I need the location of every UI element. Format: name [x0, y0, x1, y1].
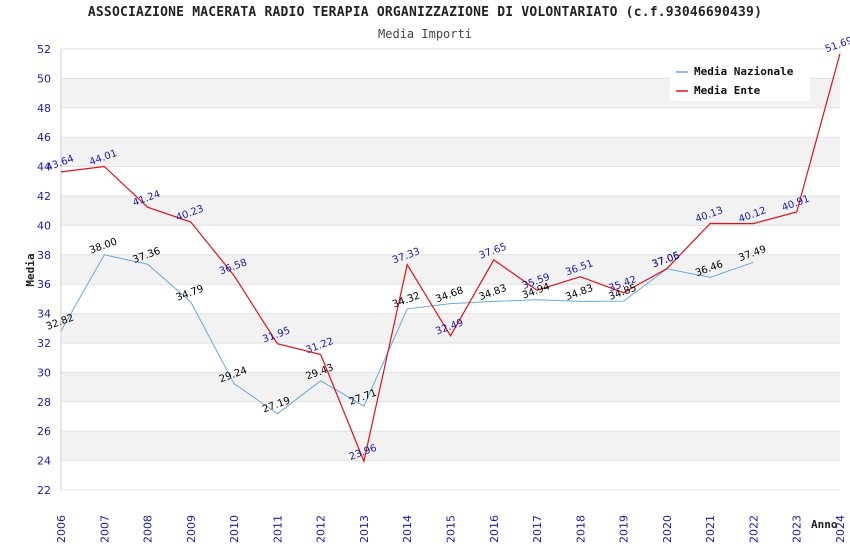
x-tick-label: 2007 [98, 515, 111, 543]
x-tick-label: 2022 [747, 515, 760, 543]
y-tick-label: 42 [37, 190, 51, 203]
series-lines [60, 53, 841, 464]
y-axis-label: Media [24, 253, 37, 286]
x-tick-label: 2019 [618, 515, 631, 543]
y-tick-label: 34 [37, 308, 51, 321]
chart-subtitle: Media Importi [378, 27, 472, 41]
y-tick-label: 22 [37, 484, 51, 497]
y-tick-label: 48 [37, 102, 51, 115]
x-tick-label: 2023 [791, 515, 804, 543]
x-tick-label: 2018 [574, 515, 587, 543]
x-tick-label: 2014 [401, 515, 414, 543]
x-tick-label: 2009 [185, 515, 198, 543]
x-tick-label: 2011 [271, 515, 284, 543]
x-tick-label: 2013 [358, 515, 371, 543]
legend-label-media-ente: Media Ente [694, 84, 761, 97]
data-label-media-nazionale: 38.00 [88, 236, 119, 256]
grid-band [61, 196, 840, 226]
grid-band [61, 372, 840, 402]
x-tick-label: 2024 [834, 515, 847, 543]
x-tick-label: 2006 [55, 515, 68, 543]
y-tick-label: 50 [37, 72, 51, 85]
grid-band [61, 313, 840, 343]
y-tick-label: 30 [37, 366, 51, 379]
y-tick-label: 24 [37, 455, 51, 468]
chart-title: ASSOCIAZIONE MACERATA RADIO TERAPIA ORGA… [87, 5, 763, 20]
data-label-media-nazionale: 34.68 [434, 285, 465, 305]
x-tick-label: 2008 [142, 515, 155, 543]
legend: Media Nazionale Media Ente [670, 60, 810, 101]
y-tick-label: 38 [37, 249, 51, 262]
x-tick-label: 2010 [228, 515, 241, 543]
y-tick-label: 46 [37, 131, 51, 144]
y-tick-label: 26 [37, 425, 51, 438]
x-tick-label: 2021 [704, 515, 717, 543]
y-tick-label: 32 [37, 337, 51, 350]
x-tick-label: 2015 [445, 515, 458, 543]
y-tick-label: 36 [37, 278, 51, 291]
data-label-media-ente: 51.69 [824, 35, 850, 55]
legend-label-media-nazionale: Media Nazionale [694, 65, 794, 78]
x-tick-label: 2016 [488, 515, 501, 543]
grid-bands [61, 78, 840, 461]
y-tick-label: 44 [37, 161, 51, 174]
series-line-media-nazionale [60, 254, 754, 415]
x-tick-label: 2012 [315, 515, 328, 543]
y-tick-label: 52 [37, 43, 51, 56]
y-tick-label: 28 [37, 396, 51, 409]
grid-band [61, 431, 840, 461]
grid-lines [60, 48, 840, 491]
y-tick-label: 40 [37, 219, 51, 232]
x-tick-label: 2020 [661, 515, 674, 543]
grid-band [61, 137, 840, 167]
data-label-media-nazionale: 34.83 [564, 283, 595, 303]
y-axis-ticks: 22 24 26 28 30 32 34 36 38 40 42 44 46 48 50 52 [37, 43, 51, 497]
data-label-media-nazionale: 34.83 [478, 283, 509, 303]
x-tick-label: 2017 [531, 515, 544, 543]
series-line-media-ente [60, 53, 841, 464]
x-axis-ticks: 2006 2007 2008 2009 2010 2011 2012 2013 2014 2015… [55, 515, 847, 543]
legend-box [670, 60, 810, 101]
grid-band [61, 254, 840, 285]
x-axis-label: Anno [811, 518, 838, 531]
